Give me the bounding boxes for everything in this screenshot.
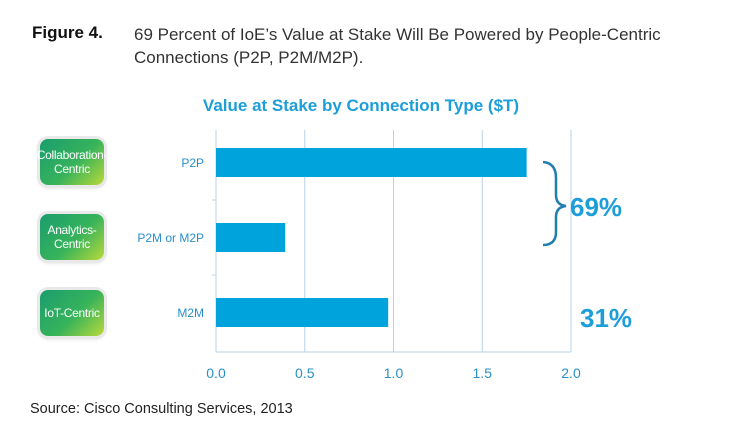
x-tick-label: 2.0 <box>561 365 581 381</box>
collaboration-centric-box: Collaboration-Centric <box>37 139 108 185</box>
bar-p2m-or-m2p <box>216 223 286 252</box>
figure-caption: 69 Percent of IoE’s Value at Stake Will … <box>134 25 661 67</box>
analytics-centric-box: Analytics-Centric <box>40 214 104 260</box>
annotation-31-percent: 31% <box>580 303 632 333</box>
source-note: Source: Cisco Consulting Services, 2013 <box>30 401 293 417</box>
bar-m2m <box>216 298 389 327</box>
x-tick-label: 1.0 <box>384 365 404 381</box>
chart-title: Value at Stake by Connection Type ($T) <box>203 96 519 115</box>
iot-centric-box: IoT-Centric <box>40 290 104 336</box>
figure-label: Figure 4. <box>32 23 103 42</box>
category-label: P2M or M2P <box>137 231 204 245</box>
category-label: P2P <box>181 156 204 170</box>
bar-p2p <box>216 148 527 177</box>
x-tick-label: 0.0 <box>206 365 226 381</box>
annotation-69-percent: 69% <box>570 192 622 222</box>
x-tick-label: 0.5 <box>295 365 315 381</box>
x-tick-label: 1.5 <box>473 365 493 381</box>
category-label: M2M <box>177 306 204 320</box>
brace-icon <box>542 160 567 247</box>
